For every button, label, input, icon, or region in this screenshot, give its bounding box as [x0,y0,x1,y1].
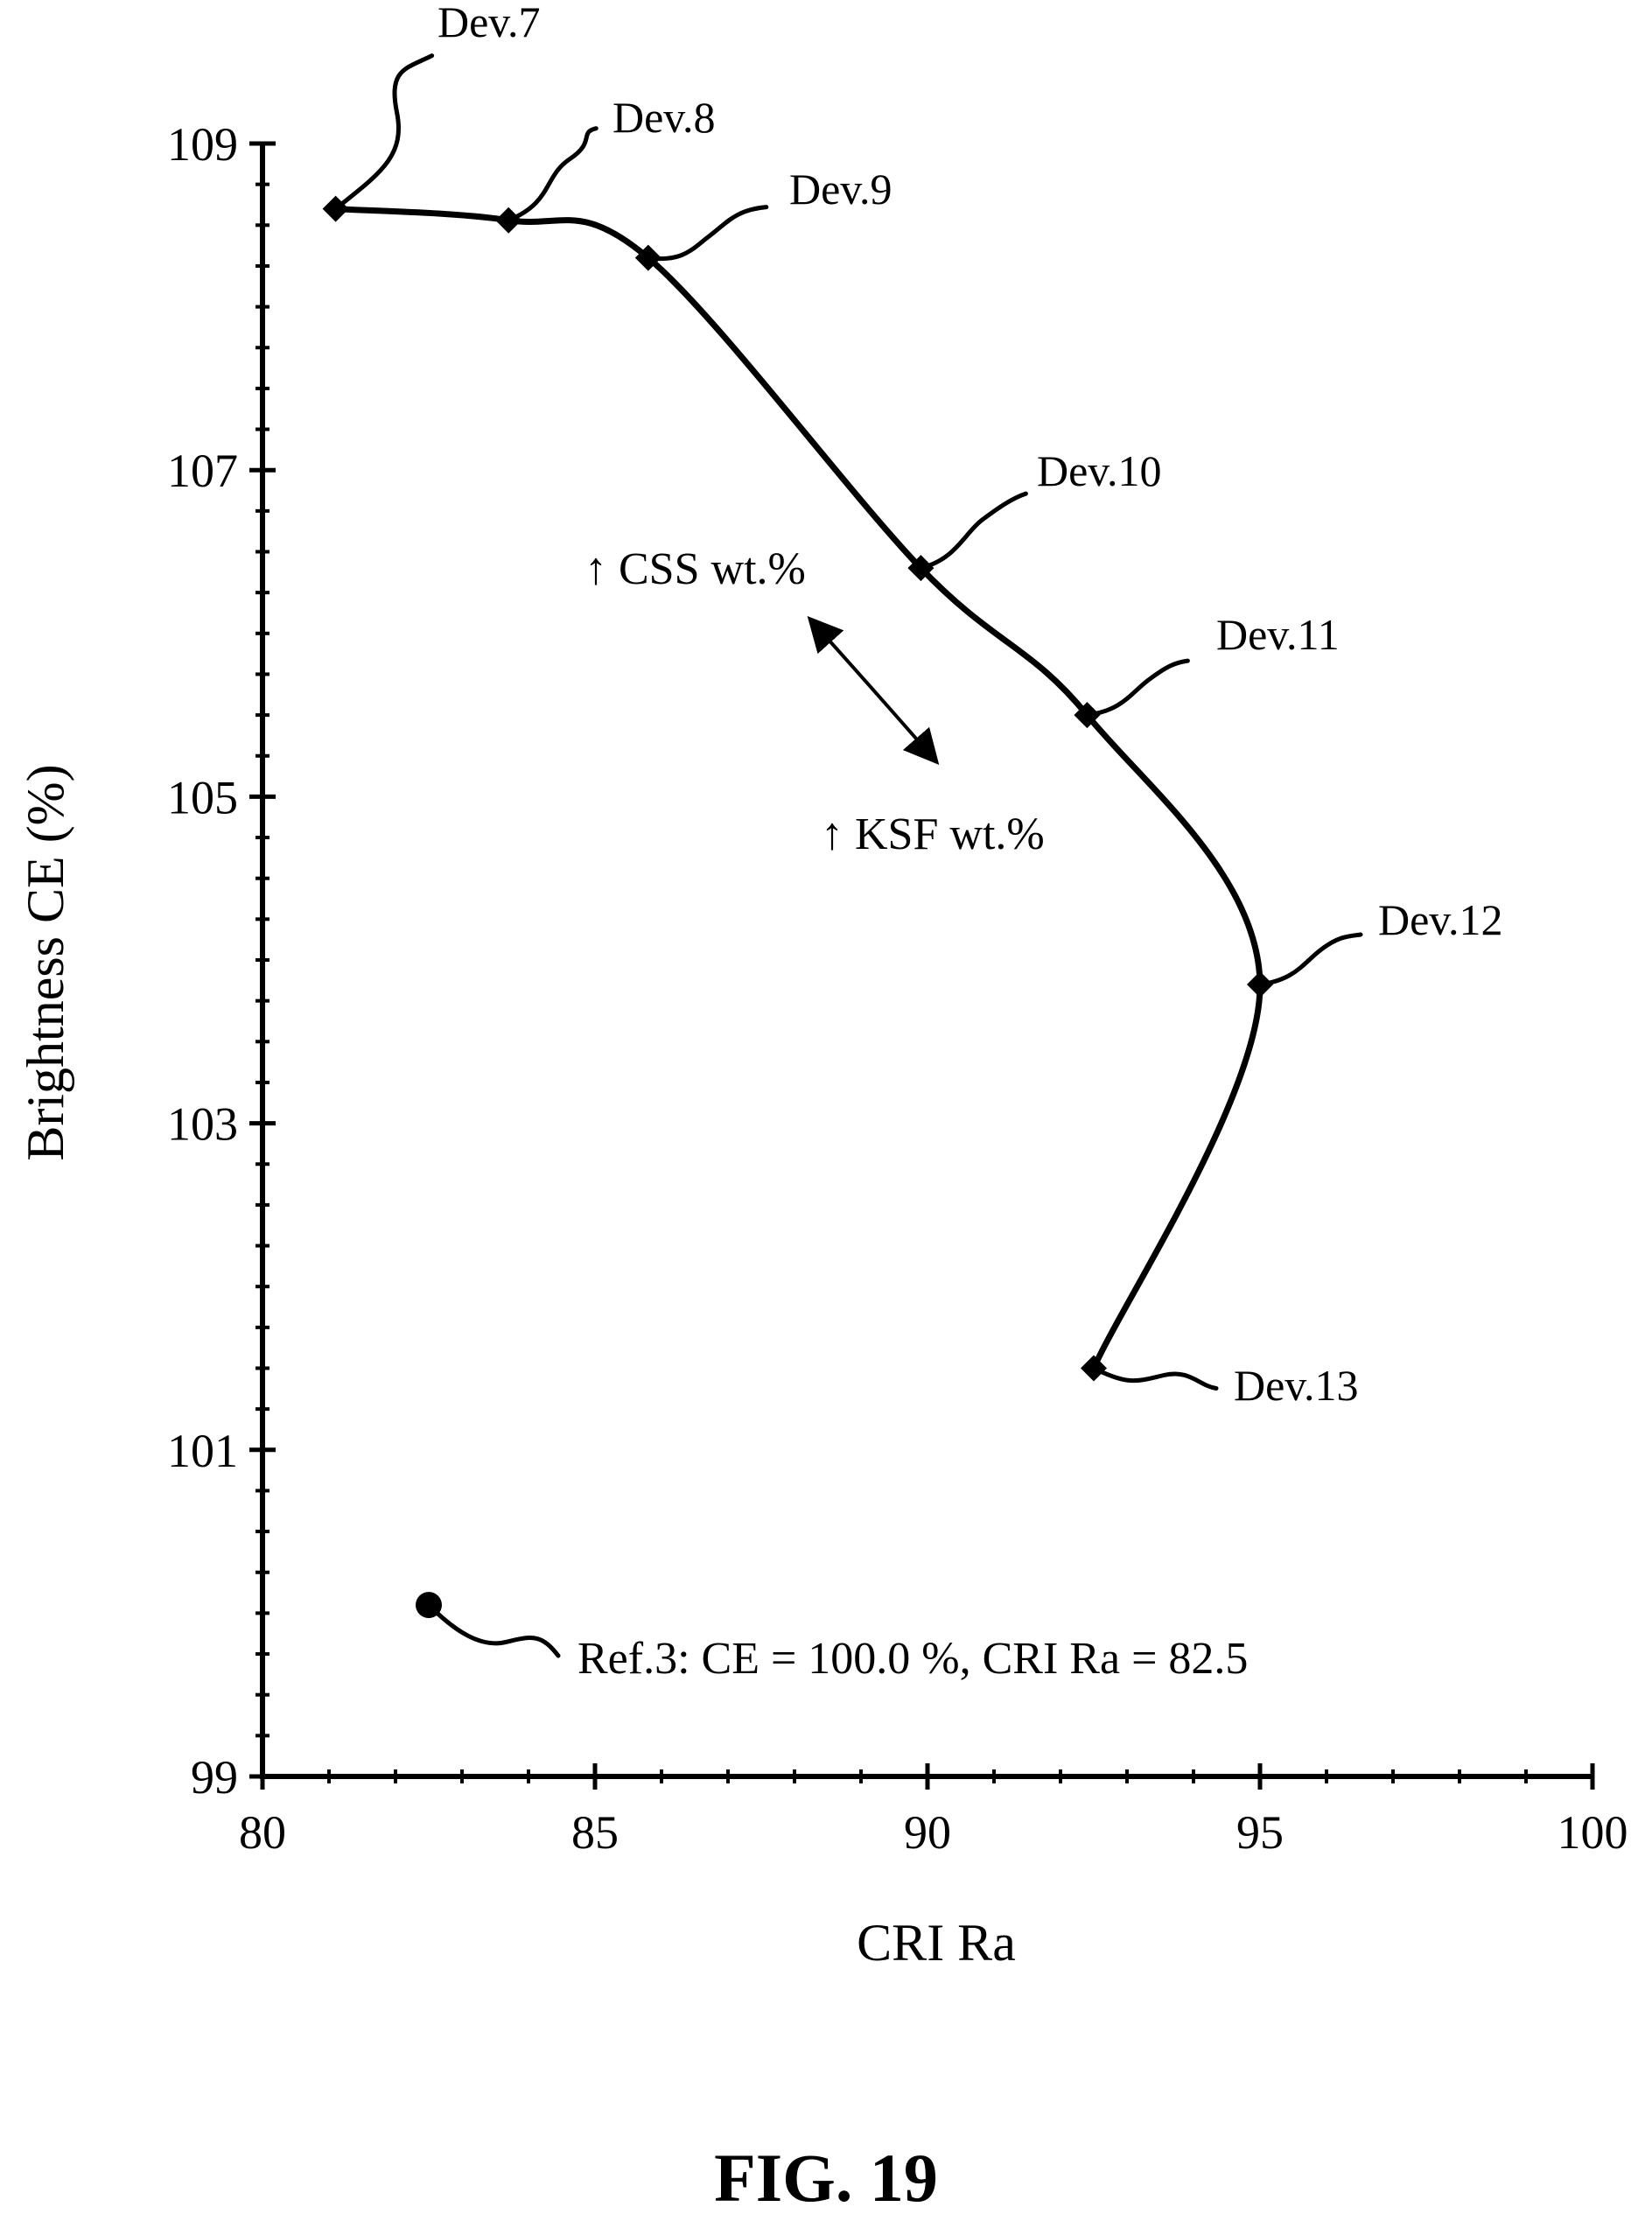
data-point-label: Dev.8 [612,93,716,142]
label-leader-line [918,491,1028,571]
annotation-css-text: ↑ CSS wt.% [584,544,806,594]
data-point-label: Dev.13 [1234,1361,1359,1410]
x-axis-title: CRI Ra [857,1914,1016,1972]
data-points [322,195,1273,1382]
data-point-label: Dev.7 [438,0,541,46]
data-point-marker [322,195,349,222]
data-point-marker [907,555,934,582]
data-point-marker [495,207,522,234]
axes [260,144,1594,1779]
y-tick-label: 103 [167,1098,238,1151]
label-leader-line [646,205,769,262]
y-tick-label: 109 [167,118,238,171]
double-arrow [807,616,940,766]
data-point-marker [1247,970,1273,998]
x-tick-label: 90 [904,1806,951,1859]
y-tick-label: 105 [167,771,238,823]
label-leader-line [333,53,435,212]
data-point-marker [1081,1355,1107,1382]
label-leaders [333,53,1363,1391]
figure-caption: FIG. 19 [714,2140,938,2216]
y-tick-label: 99 [191,1751,238,1804]
x-tick-label: 95 [1236,1806,1284,1859]
y-tick-label: 107 [167,445,238,497]
x-tick-label: 80 [239,1806,286,1859]
y-axis-title: Brightness CE (%) [17,764,74,1160]
reference-point-label: Ref.3: CE = 100.0 %, CRI Ra = 82.5 [578,1634,1248,1684]
reference-point-marker [416,1592,442,1619]
reference-leader-line [426,1602,561,1658]
data-point-label: Dev.12 [1378,895,1503,944]
annotation-ksf-text: ↑ KSF wt.% [821,809,1045,859]
direction-annotation: ↑ CSS wt.% ↑ KSF wt.% [584,544,1045,859]
data-point-label: Dev.11 [1216,610,1340,659]
data-point-marker [634,244,662,271]
point-labels: Dev.7 Dev.8 Dev.9 Dev.10 Dev.11 Dev.12 Dev.13 [438,0,1503,1410]
data-point-label: Dev.9 [789,165,892,214]
x-tick-label: 100 [1558,1806,1628,1859]
series-line [332,206,1264,1371]
y-tick-label: 101 [167,1425,238,1477]
tick-labels: 80 85 90 95 100 99 101 103 105 107 109 [167,118,1628,1859]
label-leader-line [506,126,598,223]
label-leader-line [1084,658,1190,718]
x-tick-label: 85 [571,1806,619,1859]
reference-point-group: Ref.3: CE = 100.0 %, CRI Ra = 82.5 [416,1592,1248,1684]
label-leader-line [1257,932,1363,987]
data-point-marker [1074,702,1101,729]
ticks [249,141,1595,1790]
data-point-label: Dev.10 [1037,446,1162,495]
label-leader-line [1091,1366,1219,1391]
